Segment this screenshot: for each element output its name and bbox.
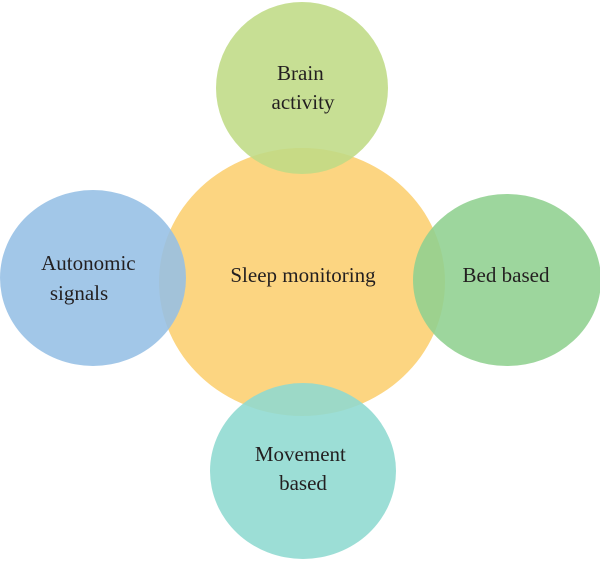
satellite-circle-bottom: [210, 383, 396, 559]
satellite-label-right: Bed based: [463, 263, 550, 287]
satellite-circle-right: [413, 194, 600, 366]
satellite-label-top: Brain activity: [272, 61, 335, 114]
satellite-circle-top: [216, 2, 388, 174]
satellite-label-left: Autonomic signals: [41, 251, 141, 305]
center-circle: [159, 148, 445, 416]
center-label: Sleep monitoring: [230, 263, 376, 287]
satellite-circle-left: [0, 190, 186, 366]
satellite-label-bottom: Movement based: [255, 442, 351, 495]
